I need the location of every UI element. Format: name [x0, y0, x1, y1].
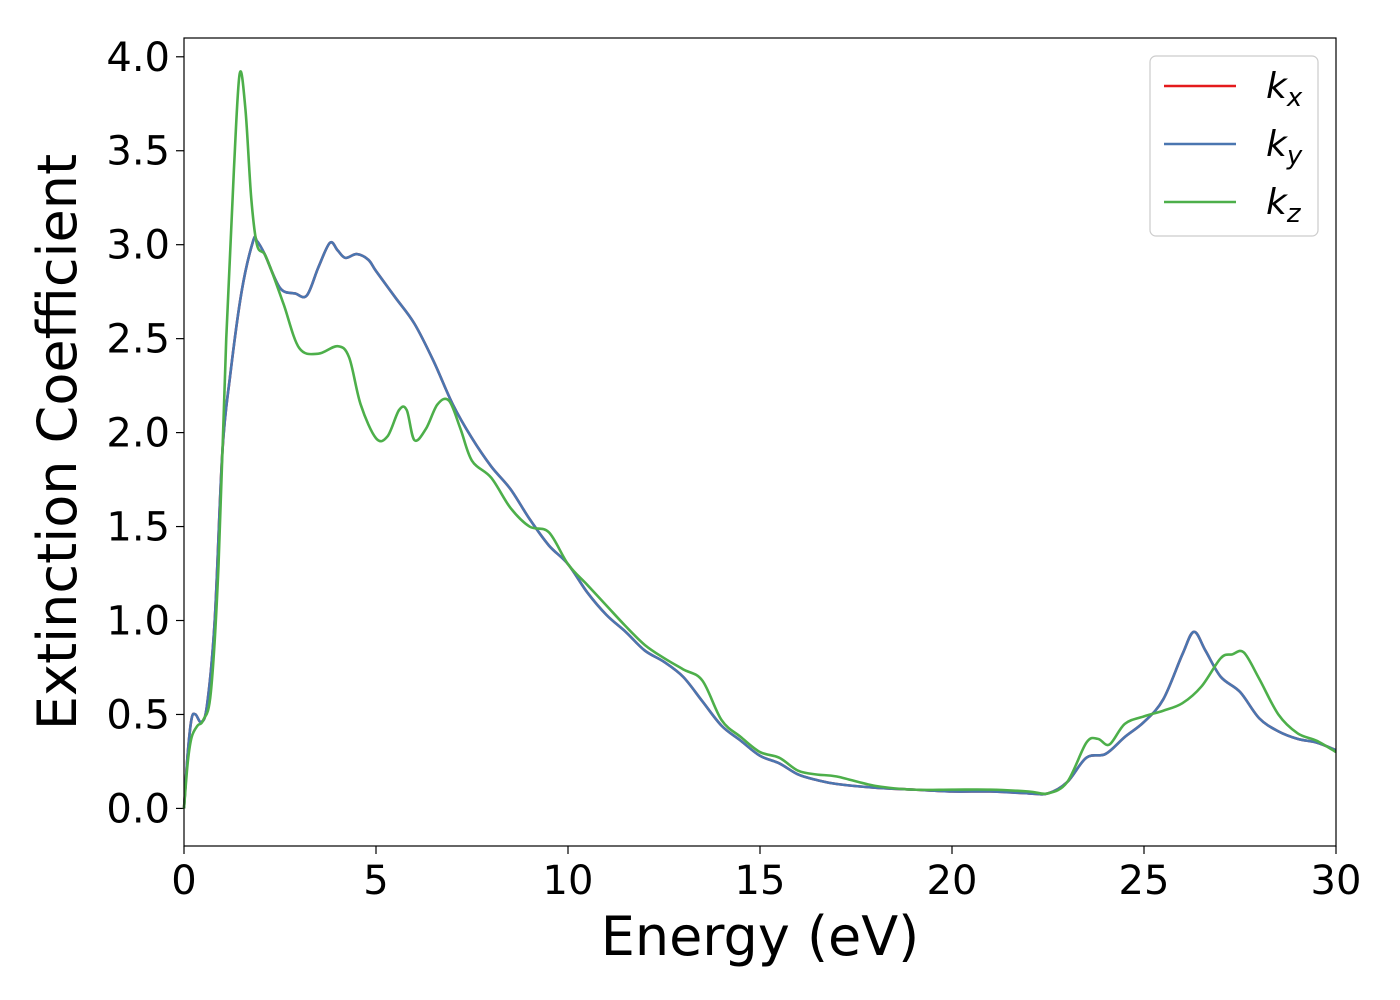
y-tick-label: 0.0	[106, 786, 170, 832]
legend-label-main: k	[1266, 124, 1289, 165]
legend-label-main: k	[1266, 66, 1289, 107]
y-axis-ticks: 0.0 0.5 1.0 1.5 2.0 2.5 3.0 3.5 4.0	[106, 35, 184, 832]
y-tick-label: 1.5	[106, 505, 170, 551]
x-tick-label: 15	[735, 858, 786, 904]
y-tick-label: 3.5	[106, 129, 170, 175]
legend-label-main: k	[1266, 182, 1289, 223]
legend-box	[1149, 55, 1319, 237]
y-axis-label: Extinction Coefficient	[26, 154, 89, 730]
x-tick-label: 20	[927, 858, 978, 904]
x-tick-label: 5	[363, 858, 388, 904]
legend-label-x: kx	[1266, 66, 1303, 113]
legend-label-y: ky	[1266, 124, 1303, 171]
series-line-z	[182, 70, 1337, 809]
series-layer	[182, 70, 1337, 809]
plot-frame	[183, 37, 1337, 847]
y-tick-label: 2.5	[106, 317, 170, 363]
x-axis-label: Energy (eV)	[601, 905, 920, 968]
plot-background	[184, 38, 1336, 846]
legend-label-subscript: y	[1286, 141, 1303, 171]
legend-label-subscript: x	[1286, 83, 1303, 113]
x-tick-label: 25	[1119, 858, 1170, 904]
x-tick-label: 0	[171, 858, 196, 904]
legend-label-z: kz	[1266, 182, 1302, 229]
y-tick-label: 2.0	[106, 411, 170, 457]
x-axis-ticks: 0 5 10 15 20 25 30	[171, 846, 1361, 904]
legend-label-subscript: z	[1286, 199, 1302, 229]
y-tick-label: 0.5	[106, 692, 170, 738]
y-tick-label: 4.0	[106, 35, 170, 81]
y-tick-label: 1.0	[106, 599, 170, 645]
x-tick-label: 10	[543, 858, 594, 904]
y-tick-label: 3.0	[106, 223, 170, 269]
x-tick-label: 30	[1311, 858, 1362, 904]
